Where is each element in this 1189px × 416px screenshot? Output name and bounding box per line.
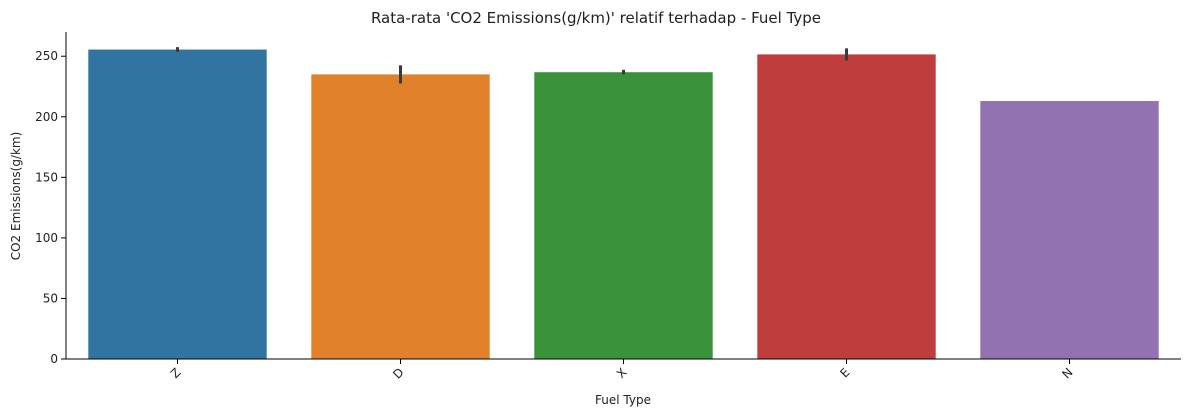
y-tick-label: 200: [35, 110, 58, 124]
chart-title: Rata-rata 'CO2 Emissions(g/km)' relatif …: [371, 9, 821, 27]
x-tick-label: N: [1059, 365, 1075, 381]
y-tick-label: 0: [50, 352, 58, 366]
x-tick-label: Z: [168, 365, 184, 381]
y-tick-label: 50: [43, 291, 58, 305]
x-tick-label: E: [837, 365, 852, 380]
y-axis-label: CO2 Emissions(g/km): [9, 132, 23, 261]
y-tick-label: 150: [35, 170, 58, 184]
bars-group: [88, 49, 1159, 360]
bar-d: [311, 74, 490, 359]
x-axis-label: Fuel Type: [595, 393, 651, 407]
error-bars-group: [176, 47, 848, 84]
bar-z: [88, 49, 267, 360]
y-tick-label: 100: [35, 231, 58, 245]
bar-e: [757, 54, 936, 360]
bar-x: [534, 72, 713, 359]
y-axis-ticks: 0 50 100 150 200 250: [35, 49, 66, 366]
y-tick-label: 250: [35, 49, 58, 63]
bar-n: [980, 101, 1159, 360]
x-tick-label: X: [614, 365, 630, 381]
x-tick-label: D: [390, 365, 406, 381]
